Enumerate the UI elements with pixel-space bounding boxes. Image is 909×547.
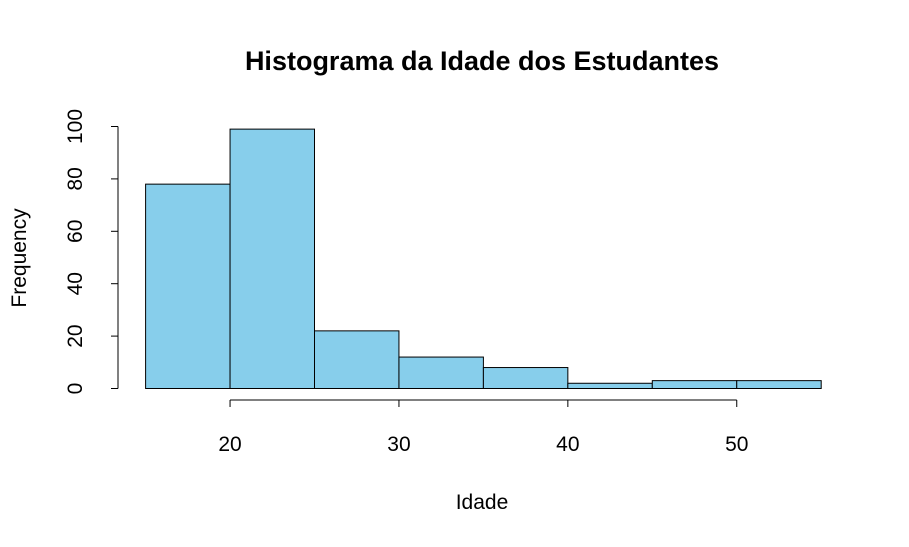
x-tick-label-30: 30 [387, 433, 410, 456]
y-tick-label-80: 80 [64, 167, 87, 190]
x-tick-label-50: 50 [725, 433, 748, 456]
histogram-bar-35-40 [482, 367, 569, 390]
y-tick-label-40: 40 [64, 272, 87, 295]
y-tick-label-0: 0 [64, 383, 87, 395]
y-axis-label: Frequency [8, 208, 31, 308]
chart-title: Histograma da Idade dos Estudantes [245, 46, 719, 76]
y-tick-label-100: 100 [64, 109, 87, 144]
x-tick-label-20: 20 [218, 433, 241, 456]
y-tick-label-20: 20 [64, 324, 87, 347]
histogram-bar-40-45 [567, 382, 653, 390]
x-tick-label-40: 40 [556, 433, 579, 456]
x-axis: 20 30 40 50 [218, 399, 748, 456]
y-axis: 0 20 40 60 80 100 [64, 109, 119, 395]
y-tick-label-60: 60 [64, 220, 87, 243]
x-axis-label: Idade [456, 491, 509, 514]
histogram-bar-30-35 [398, 356, 484, 389]
histogram-bar-45-50 [651, 380, 738, 390]
histogram-bar-20-25 [229, 128, 315, 389]
bars-group [145, 128, 822, 390]
histogram-bar-25-30 [314, 330, 400, 389]
histogram-bar-15-20 [145, 183, 231, 389]
histogram-bar-50-55 [736, 380, 822, 390]
